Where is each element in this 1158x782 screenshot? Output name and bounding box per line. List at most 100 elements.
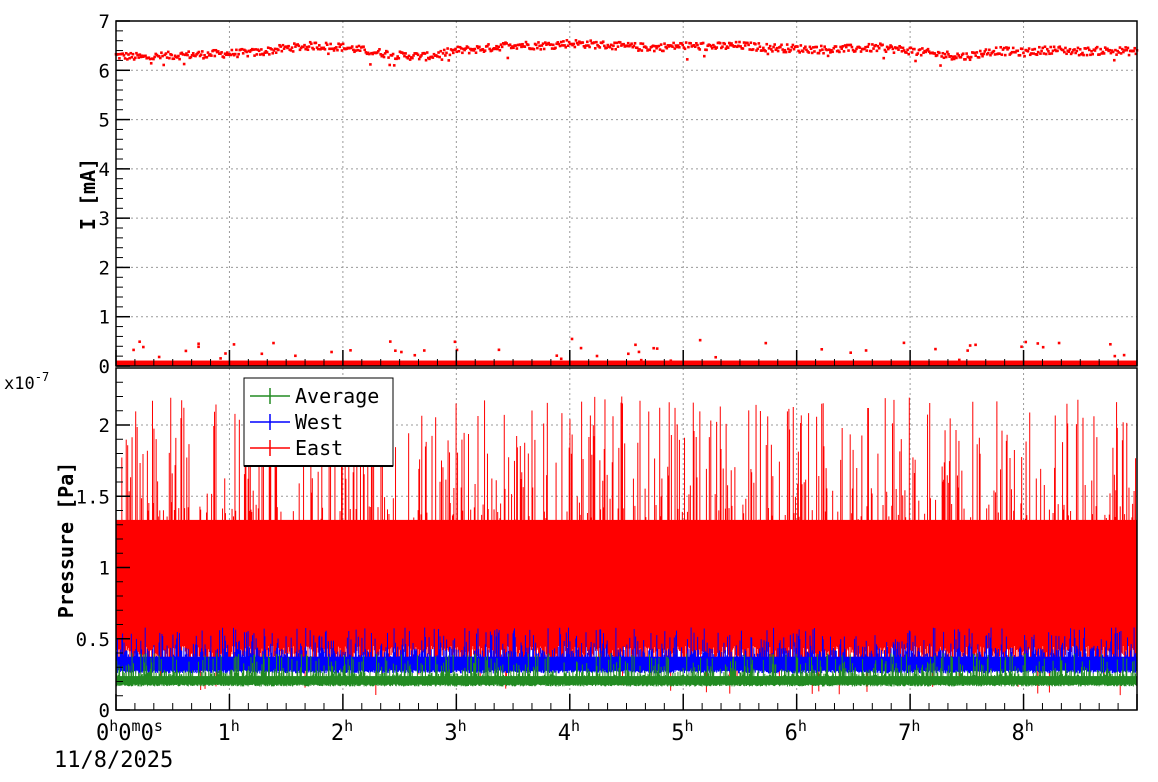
- current-point: [1020, 47, 1024, 51]
- current-point: [452, 51, 455, 55]
- current-point: [236, 55, 239, 59]
- current-point: [210, 54, 213, 57]
- current-point: [562, 40, 565, 43]
- current-point: [547, 41, 551, 45]
- current-point: [298, 48, 302, 52]
- current-point: [132, 58, 136, 61]
- current-point: [257, 49, 261, 53]
- current-point: [834, 45, 838, 48]
- current-outlier-point: [232, 343, 236, 346]
- current-point: [1067, 50, 1071, 54]
- current-point: [737, 44, 740, 48]
- current-point: [1043, 45, 1047, 49]
- current-point: [417, 57, 421, 61]
- current-point: [850, 45, 854, 49]
- current-point: [950, 58, 954, 61]
- current-point: [339, 43, 343, 46]
- current-point: [329, 42, 332, 46]
- current-point: [497, 45, 501, 49]
- current-point: [890, 45, 893, 48]
- current-point: [807, 51, 811, 54]
- current-point: [755, 49, 758, 52]
- current-point: [965, 52, 968, 55]
- current-point: [1084, 47, 1088, 50]
- current-point: [952, 57, 956, 61]
- current-point: [701, 41, 705, 45]
- current-point: [461, 51, 464, 55]
- current-point: [1074, 51, 1077, 55]
- current-point: [1044, 52, 1048, 56]
- current-point: [270, 48, 273, 51]
- current-point: [817, 51, 821, 55]
- current-point: [909, 46, 913, 50]
- current-point: [587, 44, 590, 47]
- current-point: [391, 52, 395, 56]
- current-point: [186, 53, 189, 57]
- current-point: [498, 48, 502, 52]
- current-point: [1132, 49, 1135, 53]
- current-point: [1076, 46, 1080, 50]
- current-point: [614, 47, 618, 51]
- current-point: [973, 51, 976, 55]
- current-point: [698, 48, 702, 51]
- current-point: [558, 44, 562, 48]
- current-point: [842, 50, 846, 53]
- current-point: [442, 48, 446, 52]
- current-point: [1070, 51, 1074, 54]
- current-point: [584, 44, 588, 47]
- current-point: [885, 45, 889, 49]
- current-point: [702, 54, 706, 58]
- current-point: [241, 52, 245, 55]
- current-point: [830, 48, 833, 52]
- current-point: [519, 43, 522, 46]
- current-point: [756, 47, 759, 51]
- current-point: [336, 48, 339, 52]
- current-point: [927, 50, 931, 53]
- current-point: [448, 53, 452, 57]
- current-point: [490, 49, 494, 52]
- current-point: [135, 51, 138, 55]
- current-point: [363, 48, 367, 52]
- current-point: [439, 49, 443, 53]
- current-point: [524, 40, 528, 44]
- current-point: [1119, 52, 1123, 55]
- current-point: [790, 45, 794, 49]
- current-point: [951, 55, 955, 58]
- current-point: [662, 49, 665, 53]
- current-outlier-point: [634, 343, 637, 347]
- current-outlier-point: [1020, 345, 1023, 349]
- current-point: [1109, 51, 1113, 55]
- current-outlier-point: [422, 349, 426, 352]
- current-point: [189, 55, 193, 59]
- current-point: [379, 53, 382, 56]
- current-point: [381, 53, 385, 57]
- current-point: [1065, 52, 1068, 56]
- current-point: [350, 45, 354, 48]
- current-point: [291, 50, 295, 53]
- current-point: [494, 47, 497, 51]
- current-point: [549, 43, 553, 46]
- current-point: [1091, 52, 1095, 56]
- current-point: [1036, 50, 1040, 54]
- current-point: [633, 41, 637, 45]
- current-point: [959, 55, 963, 59]
- current-axis-title: I [mA]: [76, 158, 100, 230]
- current-point: [839, 45, 842, 49]
- current-point: [1085, 53, 1089, 57]
- current-point: [190, 53, 194, 57]
- current-point: [905, 51, 908, 54]
- current-point: [202, 57, 205, 60]
- current-point: [308, 40, 312, 44]
- current-point: [440, 58, 444, 61]
- current-point: [696, 43, 699, 47]
- current-point: [212, 48, 215, 52]
- pressure-xtick-label-7: 7h: [898, 717, 920, 746]
- pressure-data-series: [115, 396, 1138, 696]
- x-axis-date-label: 11/8/2025: [54, 748, 173, 773]
- current-point: [404, 52, 407, 55]
- current-point: [473, 47, 477, 51]
- current-point: [787, 47, 790, 51]
- current-point: [551, 43, 555, 47]
- current-outlier-point: [272, 341, 275, 345]
- current-point: [338, 45, 342, 49]
